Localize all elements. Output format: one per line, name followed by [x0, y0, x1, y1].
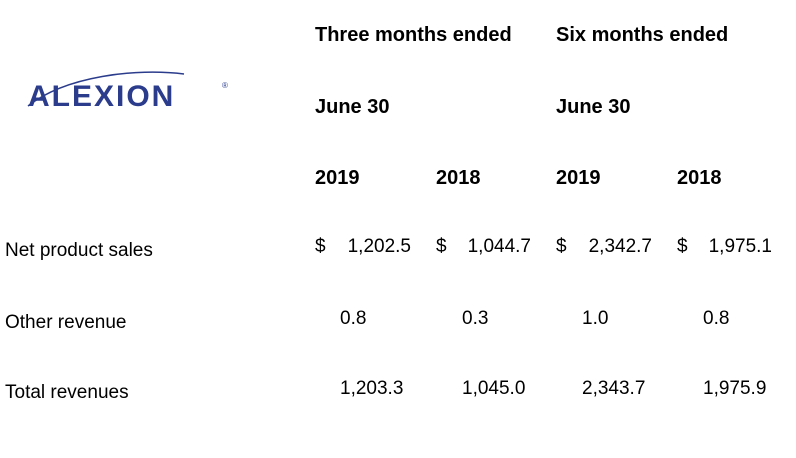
- net-product-sales-col3: 2,342.7: [588, 236, 652, 257]
- header-year-col1: 2019: [315, 167, 360, 189]
- total-revenues-col2: 1,045.0: [462, 378, 526, 399]
- row-label-net-product-sales: Net product sales: [5, 240, 153, 261]
- trademark-symbol: ®: [222, 81, 228, 90]
- net-product-sales-col2: 1,044.7: [467, 236, 531, 257]
- header-date-three-months: June 30: [315, 96, 390, 118]
- header-year-col2: 2018: [436, 167, 481, 189]
- logo-swoosh: [27, 71, 185, 107]
- other-revenue-col2: 0.3: [462, 308, 489, 329]
- logo-wordmark: ALEXION: [28, 80, 175, 113]
- currency-symbol: $: [315, 236, 326, 257]
- row-label-other-revenue: Other revenue: [5, 312, 127, 333]
- alexion-logo: ALEXION ®: [26, 68, 236, 114]
- header-year-col3: 2019: [556, 167, 601, 189]
- header-year-col4: 2018: [677, 167, 722, 189]
- header-six-months: Six months ended: [556, 24, 729, 46]
- currency-symbol: $: [436, 236, 447, 257]
- other-revenue-col4: 0.8: [703, 308, 730, 329]
- total-revenues-col1: 1,203.3: [340, 378, 404, 399]
- net-product-sales-col4: 1,975.1: [708, 236, 772, 257]
- total-revenues-col4: 1,975.9: [703, 378, 767, 399]
- net-product-sales-col1: 1,202.5: [347, 236, 411, 257]
- alexion-logo-mark: ALEXION ®: [27, 71, 228, 113]
- other-revenue-col1: 0.8: [340, 308, 367, 329]
- header-three-months: Three months ended: [315, 24, 512, 46]
- total-revenues-col3: 2,343.7: [582, 378, 646, 399]
- header-date-six-months: June 30: [556, 96, 631, 118]
- currency-symbol: $: [556, 236, 567, 257]
- other-revenue-col3: 1.0: [582, 308, 609, 329]
- currency-symbol: $: [677, 236, 688, 257]
- row-label-total-revenues: Total revenues: [5, 382, 129, 403]
